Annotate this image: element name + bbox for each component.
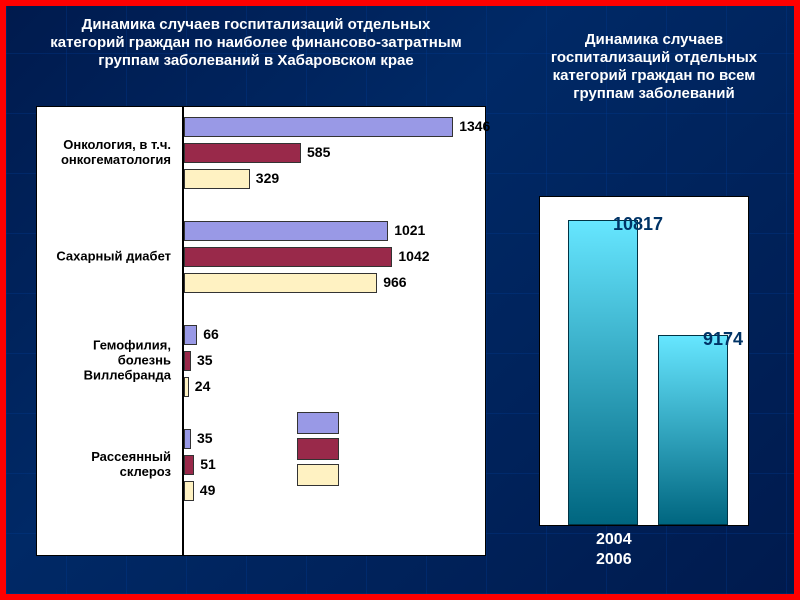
disease-label: Гемофилия, болезнь Виллебранда (37, 339, 177, 384)
bar-value-label: 966 (383, 274, 406, 290)
disease-group: Рассеянный склероз 35 51 49 (37, 429, 485, 501)
total-bar-value: 10817 (613, 214, 663, 235)
disease-group: Сахарный диабет 1021 1042 966 (37, 221, 485, 293)
bar-value-label: 585 (307, 144, 330, 160)
bar (184, 169, 250, 189)
bar (184, 325, 197, 345)
bar (184, 221, 388, 241)
disease-group: Онкология, в т.ч. онкогематология1346585… (37, 117, 485, 189)
bar (184, 481, 194, 501)
year-label-2004: 2004 (596, 531, 632, 549)
total-bar-value: 9174 (703, 329, 743, 350)
bar-value-label: 66 (203, 326, 219, 342)
year-label-2006: 2006 (596, 551, 632, 569)
bar-value-label: 24 (195, 378, 211, 394)
bar-value-label: 35 (197, 352, 213, 368)
bar-value-label: 329 (256, 170, 279, 186)
bar (184, 247, 392, 267)
bar-value-label: 49 (200, 482, 216, 498)
bar-value-label: 1042 (398, 248, 429, 264)
total-bar (568, 220, 638, 525)
title-left: Динамика случаев госпитализаций отдельны… (46, 16, 466, 70)
disease-label: Онкология, в т.ч. онкогематология (37, 138, 177, 168)
disease-label: Сахарный диабет (37, 250, 177, 265)
bar (184, 429, 191, 449)
total-bar (658, 335, 728, 525)
disease-label: Рассеянный склероз (37, 450, 177, 480)
bar-value-label: 51 (200, 456, 216, 472)
disease-group: Гемофилия, болезнь Виллебранда 66 35 24 (37, 325, 485, 397)
bar-value-label: 1021 (394, 222, 425, 238)
left-bar-chart: Онкология, в т.ч. онкогематология1346585… (36, 106, 486, 556)
bar-value-label: 35 (197, 430, 213, 446)
right-bar-chart: 10817 9174 (539, 196, 749, 526)
bar (184, 351, 191, 371)
bar (184, 273, 377, 293)
bar (184, 143, 301, 163)
bar-value-label: 1346 (459, 118, 490, 134)
bar (184, 455, 194, 475)
title-right: Динамика случаев госпитализаций отдельны… (534, 31, 774, 103)
bar (184, 117, 453, 137)
bar (184, 377, 189, 397)
